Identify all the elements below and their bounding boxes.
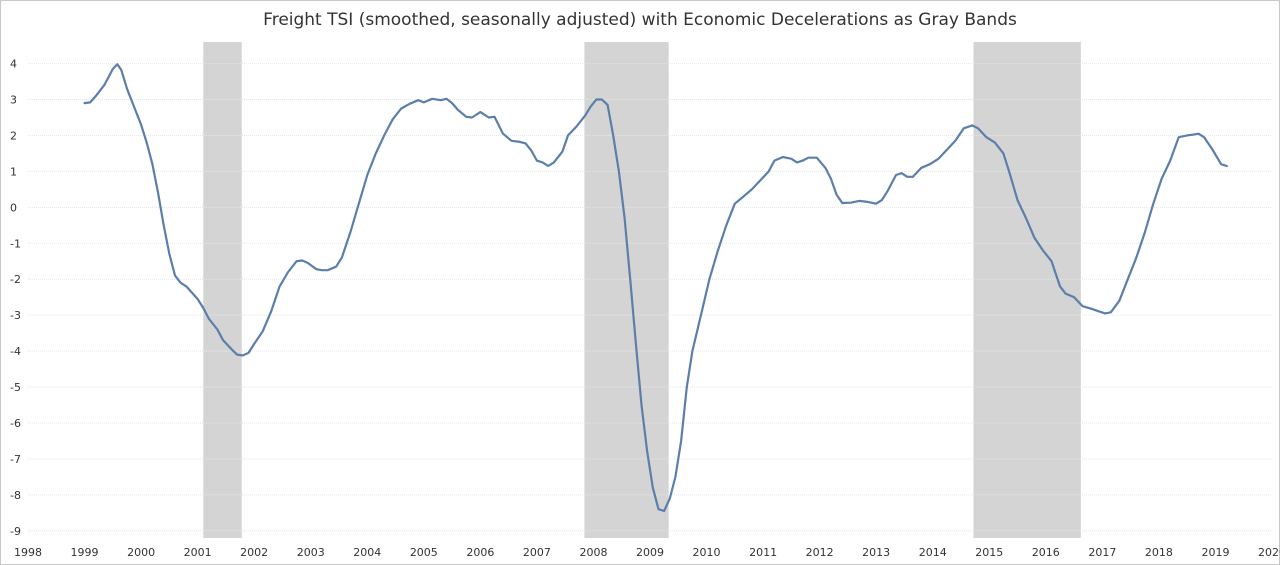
x-axis-ticks: 1998 1999 2000 2001 2002 2003 2004 2005 2006 2007… [14,546,1280,559]
y-tick-label: -8 [10,489,21,502]
x-tick-label: 2010 [693,546,721,559]
x-tick-label: 2014 [919,546,947,559]
y-tick-label: -7 [10,453,21,466]
chart-title: Freight TSI (smoothed, seasonally adjust… [263,10,1017,30]
x-tick-label: 2006 [466,546,494,559]
x-tick-label: 2002 [240,546,268,559]
x-tick-label: 2000 [127,546,155,559]
gray-bands-layer [203,42,1081,538]
grid-layer [28,63,1272,532]
y-tick-label: -6 [10,417,21,430]
series-line [83,63,1228,513]
x-tick-label: 2001 [184,546,212,559]
gray-band [203,42,242,538]
y-tick-label: -4 [10,345,21,358]
y-tick-label: -3 [10,309,21,322]
x-tick-label: 2011 [749,546,777,559]
x-tick-label: 2007 [523,546,551,559]
x-tick-label: 2012 [806,546,834,559]
x-tick-label: 2016 [1032,546,1060,559]
x-tick-label: 1998 [14,546,42,559]
x-tick-label: 2019 [1201,546,1229,559]
gray-band [973,42,1081,538]
x-tick-label: 2015 [975,546,1003,559]
x-tick-label: 1999 [71,546,99,559]
x-tick-label: 2013 [862,546,890,559]
y-tick-label: -2 [10,273,21,286]
x-tick-label: 2008 [579,546,607,559]
series-layer [83,63,1228,513]
y-tick-label: 3 [10,94,17,107]
x-tick-label: 2020 [1258,546,1280,559]
y-tick-label: 2 [10,129,17,142]
y-tick-label: -5 [10,381,21,394]
y-tick-label: -1 [10,237,21,250]
x-tick-label: 2004 [353,546,381,559]
x-tick-label: 2005 [410,546,438,559]
x-tick-label: 2003 [297,546,325,559]
y-tick-label: 1 [10,165,17,178]
x-tick-label: 2017 [1088,546,1116,559]
y-axis-ticks: 4 3 2 1 0 -1 -2 -3 -4 -5 -6 -7 -8 -9 [10,58,21,538]
y-tick-label: -9 [10,525,21,538]
y-tick-label: 4 [10,58,17,71]
gray-band [584,42,669,538]
y-tick-label: 0 [10,201,17,214]
x-tick-label: 2018 [1145,546,1173,559]
x-tick-label: 2009 [636,546,664,559]
